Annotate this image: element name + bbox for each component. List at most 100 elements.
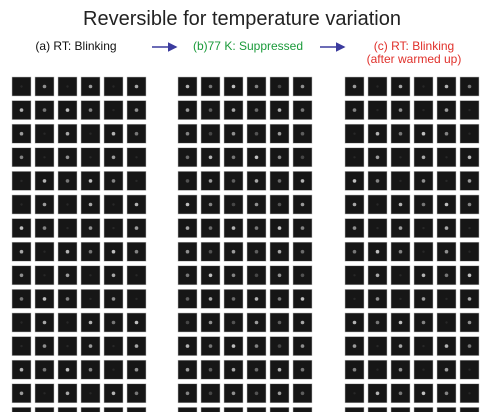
emitter-spot <box>232 274 236 278</box>
emitter-spot <box>186 368 190 372</box>
emitter-spot <box>20 345 22 347</box>
emitter-spot <box>353 108 357 112</box>
image-frame <box>178 407 197 412</box>
emitter-spot <box>255 250 259 254</box>
emitter-spot <box>232 203 236 207</box>
emitter-spot <box>43 344 47 348</box>
emitter-spot <box>468 156 472 160</box>
emitter-spot <box>301 179 305 183</box>
emitter-spot <box>135 180 137 182</box>
emitter-spot <box>89 179 93 183</box>
emitter-spot <box>278 85 282 89</box>
emitter-spot <box>66 250 70 254</box>
emitter-spot <box>232 250 236 254</box>
emitter-spot <box>209 226 213 230</box>
emitter-spot <box>399 203 403 207</box>
image-frame <box>224 407 243 412</box>
emitter-spot <box>209 132 213 136</box>
emitter-spot <box>135 226 139 230</box>
emitter-spot <box>112 203 114 205</box>
image-frame <box>368 407 387 412</box>
emitter-spot <box>301 250 305 254</box>
emitter-spot <box>89 108 93 112</box>
emitter-spot <box>445 226 449 230</box>
emitter-spot <box>353 133 355 135</box>
panel-sublabel: (after warmed up) <box>367 52 462 66</box>
emitter-spot <box>66 321 68 323</box>
emitter-spot <box>445 132 449 136</box>
emitter-spot <box>422 179 426 183</box>
emitter-spot <box>399 156 401 158</box>
emitter-spot <box>66 368 70 372</box>
emitter-spot <box>422 345 424 347</box>
image-frame <box>437 407 456 412</box>
emitter-spot <box>422 392 426 396</box>
emitter-spot <box>66 179 70 183</box>
emitter-spot <box>209 297 213 301</box>
image-frame <box>460 407 479 412</box>
emitter-spot <box>186 392 190 396</box>
image-frame <box>58 407 77 412</box>
emitter-spot <box>112 227 114 229</box>
emitter-spot <box>468 392 470 394</box>
emitter-spot <box>186 344 190 348</box>
emitter-spot <box>232 297 236 301</box>
emitter-spot <box>353 392 355 394</box>
emitter-spot <box>186 250 190 254</box>
emitter-spot <box>255 156 259 160</box>
emitter-spot <box>399 226 403 230</box>
emitter-spot <box>445 321 447 323</box>
image-frame <box>12 407 31 412</box>
image-frame <box>345 407 364 412</box>
emitter-spot <box>20 226 24 230</box>
emitter-spot <box>422 85 424 87</box>
emitter-spot <box>232 108 236 112</box>
emitter-spot <box>376 179 380 183</box>
emitter-spot <box>89 321 93 325</box>
emitter-spot <box>301 85 305 89</box>
emitter-spot <box>135 344 139 348</box>
emitter-spot <box>376 250 380 254</box>
emitter-spot <box>232 85 236 89</box>
emitter-spot <box>468 227 470 229</box>
emitter-spot <box>301 132 305 136</box>
emitter-spot <box>278 321 282 325</box>
emitter-spot <box>353 298 355 300</box>
emitter-spot <box>353 274 355 276</box>
emitter-spot <box>20 274 24 278</box>
image-grids <box>12 77 479 412</box>
emitter-spot <box>255 203 259 207</box>
emitter-spot <box>112 132 116 136</box>
emitter-spot <box>135 298 137 300</box>
emitter-spot <box>186 108 190 112</box>
emitter-spot <box>445 156 447 158</box>
emitter-spot <box>399 132 403 136</box>
emitter-spot <box>20 85 22 87</box>
emitter-spot <box>376 274 380 278</box>
emitter-spot <box>43 179 47 183</box>
emitter-spot <box>112 297 116 301</box>
emitter-spot <box>255 108 259 112</box>
emitter-spot <box>278 108 282 112</box>
emitter-spot <box>20 203 22 205</box>
emitter-spot <box>445 85 449 89</box>
emitter-spot <box>89 274 91 276</box>
emitter-spot <box>43 368 47 372</box>
emitter-spot <box>255 344 259 348</box>
emitter-spot <box>20 250 24 254</box>
emitter-spot <box>232 321 236 325</box>
emitter-spot <box>89 250 93 254</box>
emitter-spot <box>89 203 93 207</box>
emitter-spot <box>232 344 236 348</box>
emitter-spot <box>422 321 426 325</box>
emitter-spot <box>468 297 472 301</box>
emitter-spot <box>422 274 426 278</box>
panel-label: (b)77 K: Suppressed <box>193 39 303 53</box>
emitter-spot <box>445 180 447 182</box>
emitter-spot <box>376 321 380 325</box>
emitter-spot <box>112 109 114 111</box>
emitter-spot <box>89 133 91 135</box>
emitter-spot <box>255 297 259 301</box>
emitter-spot <box>66 108 70 112</box>
emitter-spot <box>353 226 357 230</box>
